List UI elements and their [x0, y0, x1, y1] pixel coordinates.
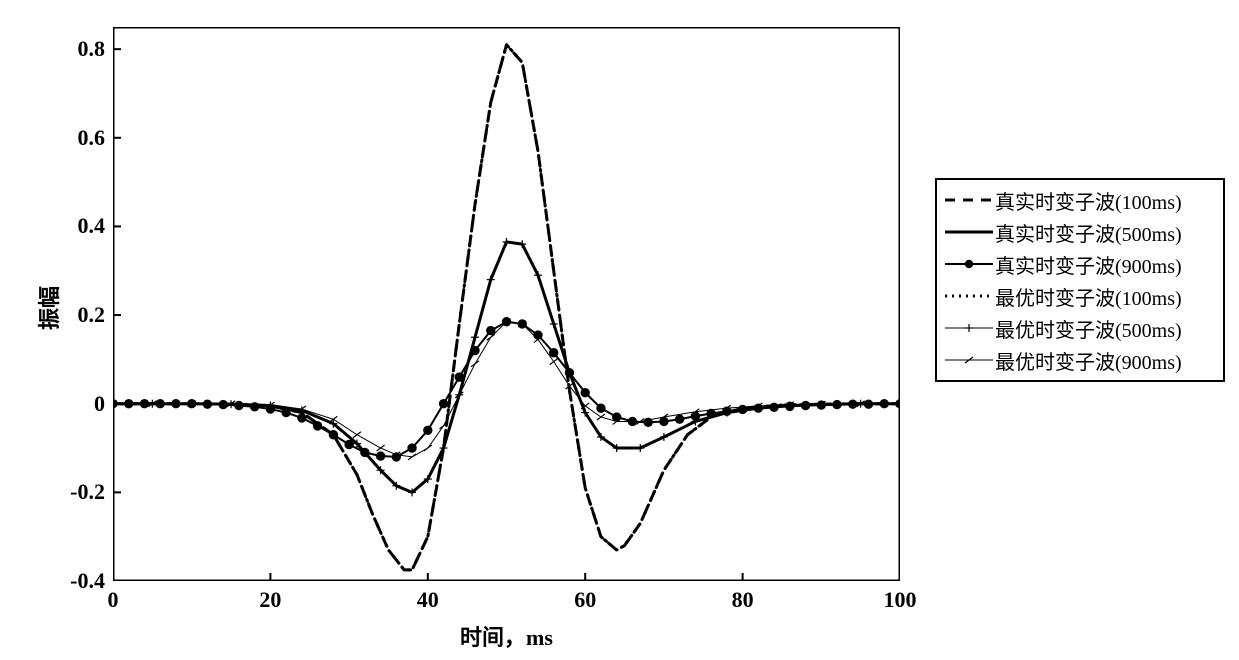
legend-label: 真实时变子波(900ms): [995, 250, 1182, 279]
legend-swatch: [943, 317, 995, 339]
y-tick-label: 0.8: [53, 36, 105, 62]
series: [113, 45, 900, 570]
series: [113, 45, 900, 570]
y-tick-label: 0.6: [53, 125, 105, 151]
legend-item: 真实时变子波(900ms): [943, 248, 1217, 280]
x-tick-label: 100: [880, 587, 920, 613]
legend-swatch: [943, 253, 995, 275]
legend-item: 最优时变子波(900ms): [943, 344, 1217, 376]
x-tick-label: 40: [408, 587, 448, 613]
y-tick-label: 0: [53, 391, 105, 417]
y-tick-label: 0.2: [53, 302, 105, 328]
legend-item: 真实时变子波(500ms): [943, 216, 1217, 248]
series: [113, 318, 900, 462]
legend-label: 最优时变子波(900ms): [995, 346, 1182, 375]
series: [113, 319, 900, 460]
figure: 振幅 时间，ms 020406080100 -0.4-0.200.20.40.6…: [0, 0, 1239, 660]
legend: 真实时变子波(100ms) 真实时变子波(500ms) 真实时变子波(900ms) 最…: [935, 178, 1225, 382]
x-tick-label: 60: [565, 587, 605, 613]
legend-swatch: [943, 221, 995, 243]
legend-label: 最优时变子波(100ms): [995, 282, 1182, 311]
y-tick-label: -0.4: [53, 568, 105, 594]
y-tick-label: -0.2: [53, 479, 105, 505]
legend-swatch: [943, 285, 995, 307]
legend-item: 真实时变子波(100ms): [943, 184, 1217, 216]
legend-item: 最优时变子波(500ms): [943, 312, 1217, 344]
series: [113, 242, 900, 492]
x-tick-label: 20: [250, 587, 290, 613]
x-tick-label: 80: [723, 587, 763, 613]
series: [113, 238, 900, 496]
legend-swatch: [943, 349, 995, 371]
x-axis-label: 时间，ms: [460, 620, 553, 652]
legend-swatch: [943, 189, 995, 211]
y-tick-label: 0.4: [53, 213, 105, 239]
legend-label: 最优时变子波(500ms): [995, 314, 1182, 343]
legend-item: 最优时变子波(100ms): [943, 280, 1217, 312]
legend-label: 真实时变子波(500ms): [995, 218, 1182, 247]
plot-svg: [113, 27, 900, 581]
plot-area: [113, 27, 900, 581]
legend-label: 真实时变子波(100ms): [995, 186, 1182, 215]
